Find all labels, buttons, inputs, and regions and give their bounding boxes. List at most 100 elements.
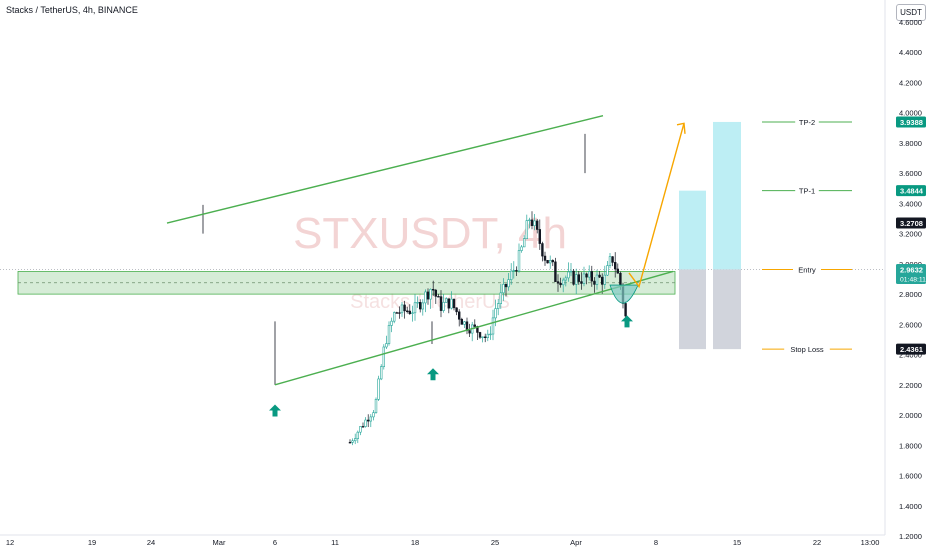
candle bbox=[387, 321, 391, 346]
candle-body bbox=[460, 318, 463, 325]
stop-box-2 bbox=[713, 269, 741, 350]
y-tick-label: 4.4000 bbox=[899, 48, 922, 57]
candle bbox=[390, 317, 393, 333]
candle-body bbox=[444, 298, 448, 303]
price-badge-3 bbox=[896, 263, 926, 284]
candle-body bbox=[611, 256, 614, 263]
price-countdown: 01:48:11 bbox=[900, 276, 926, 283]
candle-body bbox=[556, 281, 560, 284]
candle bbox=[356, 430, 359, 444]
candle-body bbox=[600, 276, 604, 285]
candle bbox=[541, 241, 544, 262]
candle-body bbox=[405, 310, 409, 312]
candle bbox=[364, 417, 367, 428]
candle bbox=[418, 299, 422, 313]
candle bbox=[587, 265, 591, 281]
candle bbox=[504, 283, 508, 297]
candle-body bbox=[348, 441, 352, 444]
candle bbox=[507, 273, 510, 291]
candle-body bbox=[613, 262, 617, 270]
candle-body bbox=[351, 440, 354, 443]
channel-lower-line bbox=[274, 270, 674, 386]
candle-body bbox=[567, 271, 570, 279]
currency-button[interactable]: USDT bbox=[896, 4, 926, 21]
candle-body bbox=[421, 302, 424, 310]
candle bbox=[426, 288, 430, 305]
candle-body bbox=[541, 243, 544, 257]
candle bbox=[543, 251, 547, 266]
tp2-box bbox=[713, 121, 741, 270]
price-badge-2 bbox=[896, 217, 926, 229]
candle bbox=[491, 309, 495, 341]
candle-body bbox=[452, 298, 456, 309]
candle-body bbox=[564, 277, 568, 281]
candle-body bbox=[385, 343, 388, 348]
candle bbox=[593, 277, 596, 293]
y-tick-label: 3.2000 bbox=[899, 230, 922, 239]
candle bbox=[517, 243, 521, 273]
candle-body bbox=[569, 270, 573, 273]
candle-body bbox=[585, 273, 588, 278]
candle bbox=[616, 263, 620, 274]
candle-body bbox=[439, 296, 443, 311]
candle bbox=[351, 438, 354, 446]
y-tick-label: 4.2000 bbox=[899, 78, 922, 87]
candle-body bbox=[361, 426, 365, 428]
candle bbox=[385, 335, 388, 350]
candle bbox=[496, 298, 500, 316]
candle-body bbox=[504, 283, 508, 288]
y-tick-label: 4.6000 bbox=[899, 18, 922, 27]
candle bbox=[572, 269, 575, 286]
candle bbox=[489, 326, 492, 340]
candle bbox=[582, 266, 586, 287]
candle-body bbox=[582, 273, 586, 284]
price-badge-text-4: 2.4361 bbox=[900, 345, 923, 354]
candle bbox=[439, 290, 443, 318]
candle-body bbox=[525, 220, 529, 240]
candle bbox=[585, 272, 588, 285]
y-tick-label: 1.6000 bbox=[899, 472, 922, 481]
candle bbox=[561, 277, 565, 293]
candle-body bbox=[418, 302, 422, 310]
candle bbox=[452, 298, 456, 311]
candle-body bbox=[424, 291, 427, 304]
candle bbox=[559, 277, 562, 288]
candle-body bbox=[522, 238, 526, 248]
candle-body bbox=[535, 220, 539, 230]
candle bbox=[499, 284, 502, 309]
candle bbox=[577, 271, 581, 285]
x-tick-label: 18 bbox=[411, 538, 419, 547]
candle bbox=[444, 297, 448, 303]
candle bbox=[405, 306, 409, 314]
candle bbox=[509, 263, 513, 285]
x-tick-label: 24 bbox=[147, 538, 155, 547]
x-tick-label: 22 bbox=[813, 538, 821, 547]
price-badge-text-3: 2.9632 bbox=[900, 265, 923, 274]
candle bbox=[535, 218, 539, 234]
candle-body bbox=[379, 366, 383, 380]
candle bbox=[606, 261, 609, 277]
x-tick-label: 15 bbox=[733, 538, 741, 547]
candle-body bbox=[559, 282, 562, 286]
watermark-name: Stacks / TetherUS bbox=[350, 291, 510, 313]
candle-body bbox=[528, 219, 531, 222]
up-arrow-icon-2 bbox=[621, 315, 633, 328]
candle bbox=[348, 439, 352, 444]
candle-body bbox=[572, 270, 575, 285]
y-tick-label: 1.4000 bbox=[899, 502, 922, 511]
level-label-bg-3 bbox=[793, 264, 821, 275]
y-tick-label: 2.8000 bbox=[899, 290, 922, 299]
candle bbox=[398, 306, 401, 319]
candle-body bbox=[606, 265, 609, 276]
candle-body bbox=[382, 346, 385, 367]
y-tick-label: 1.2000 bbox=[899, 532, 922, 541]
candle bbox=[374, 397, 378, 414]
candle bbox=[546, 260, 549, 264]
candle bbox=[366, 414, 370, 428]
x-tick-label: 25 bbox=[491, 538, 499, 547]
candle-body bbox=[442, 302, 445, 311]
candle bbox=[483, 333, 487, 343]
